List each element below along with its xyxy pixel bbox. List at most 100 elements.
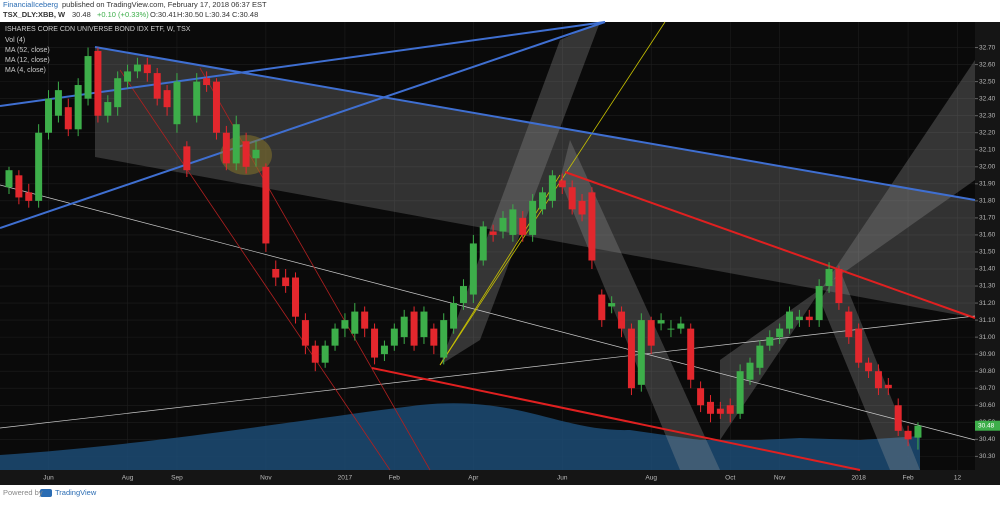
y-tick-label: 31.40 <box>979 266 996 273</box>
candle-body <box>390 328 398 346</box>
candle-body <box>865 362 873 372</box>
y-tick-label: 31.60 <box>979 232 996 239</box>
x-tick-label: Feb <box>902 475 914 482</box>
candle-body <box>25 192 33 201</box>
x-tick-label: Jun <box>557 475 568 482</box>
candle-body <box>677 323 685 329</box>
ohlc-o: O:30.41 <box>150 10 177 19</box>
channel <box>95 47 975 318</box>
channel <box>440 22 600 365</box>
candle-body <box>529 200 537 235</box>
y-tick-label: 31.20 <box>979 300 996 307</box>
x-tick-label: 12 <box>954 475 962 482</box>
y-tick-label: 30.40 <box>979 436 996 443</box>
logo <box>40 489 52 497</box>
y-tick-label: 30.80 <box>979 368 996 375</box>
trendline <box>0 315 976 429</box>
candle-body <box>588 192 596 261</box>
candle-body <box>400 316 408 338</box>
candle-body <box>578 200 586 215</box>
candle-body <box>667 328 675 330</box>
candle-body <box>252 149 260 159</box>
candle-body <box>776 328 784 338</box>
candle-body <box>193 81 201 116</box>
candle-body <box>133 64 141 72</box>
y-tick-label: 31.00 <box>979 334 996 341</box>
candle-body <box>430 328 438 346</box>
volume-area <box>0 403 920 470</box>
candles <box>5 47 922 450</box>
candle-body <box>74 85 82 130</box>
trendline <box>0 184 976 441</box>
candle-body <box>618 311 626 329</box>
candle-body <box>242 141 250 167</box>
candle-body <box>825 268 833 287</box>
candle-body <box>5 170 13 188</box>
x-tick-label: Feb <box>389 475 401 482</box>
candle-body <box>647 320 655 346</box>
candle-body <box>766 337 774 346</box>
y-tick-label: 30.30 <box>979 453 996 460</box>
legend-title: ISHARES CORE CDN UNIVERSE BOND IDX ETF, … <box>5 26 191 33</box>
red-trend <box>119 69 391 471</box>
x-tick-label: 2018 <box>851 475 866 482</box>
channel <box>720 60 975 440</box>
candle-body <box>499 217 507 232</box>
candle-body <box>786 311 794 329</box>
candle-body <box>845 311 853 338</box>
candle-body <box>104 102 112 116</box>
y-tick-label: 31.70 <box>979 215 996 222</box>
y-tick-label: 31.10 <box>979 317 996 324</box>
blue-line <box>94 46 976 201</box>
blue-line <box>0 21 606 229</box>
candle-body <box>904 430 912 440</box>
candle-body <box>35 132 43 201</box>
channel <box>560 140 720 470</box>
candle-body <box>479 226 487 261</box>
candle-body <box>262 166 270 244</box>
candle-body <box>54 90 62 116</box>
candle-body <box>746 362 754 380</box>
candle-body <box>183 146 191 171</box>
candle-body <box>736 371 744 414</box>
last-price-box <box>975 420 1000 431</box>
candle-body <box>203 78 211 86</box>
candle-body <box>815 286 823 321</box>
y-tick-label: 32.70 <box>979 44 996 51</box>
time-axis <box>0 470 975 485</box>
candle-body <box>331 328 339 346</box>
red-line <box>371 367 861 471</box>
powered-by: Powered by <box>3 488 43 497</box>
publisher[interactable]: FinancialIceberg <box>3 0 58 9</box>
candle-body <box>489 231 497 235</box>
candle-body <box>371 328 379 358</box>
candle-body <box>222 132 230 164</box>
candle-body <box>914 425 922 438</box>
candle-body <box>697 388 705 406</box>
y-tick-label: 32.10 <box>979 146 996 153</box>
candle-body <box>380 345 388 355</box>
candle-body <box>410 311 418 346</box>
candle-body <box>212 81 220 133</box>
red-line <box>564 171 976 319</box>
candle-body <box>627 328 635 389</box>
y-tick-label: 32.60 <box>979 61 996 68</box>
legend-item: Vol (4) <box>5 37 25 44</box>
candle-body <box>855 328 863 363</box>
candle-body <box>361 311 369 329</box>
legend: ISHARES CORE CDN UNIVERSE BOND IDX ETF, … <box>5 26 191 74</box>
y-tick-label: 31.30 <box>979 283 996 290</box>
candle-body <box>64 107 72 130</box>
last: 30.48 <box>72 10 91 19</box>
candle-body <box>94 50 102 116</box>
candle-body <box>884 384 892 389</box>
candle-body <box>124 71 132 82</box>
candle-body <box>706 401 714 414</box>
candle-body <box>608 303 616 307</box>
candle-body <box>292 277 300 317</box>
y-tick-label: 32.20 <box>979 129 996 136</box>
x-tick-label: Nov <box>260 475 272 482</box>
footer-brand[interactable]: TradingView <box>55 488 97 497</box>
candle-body <box>874 371 882 389</box>
